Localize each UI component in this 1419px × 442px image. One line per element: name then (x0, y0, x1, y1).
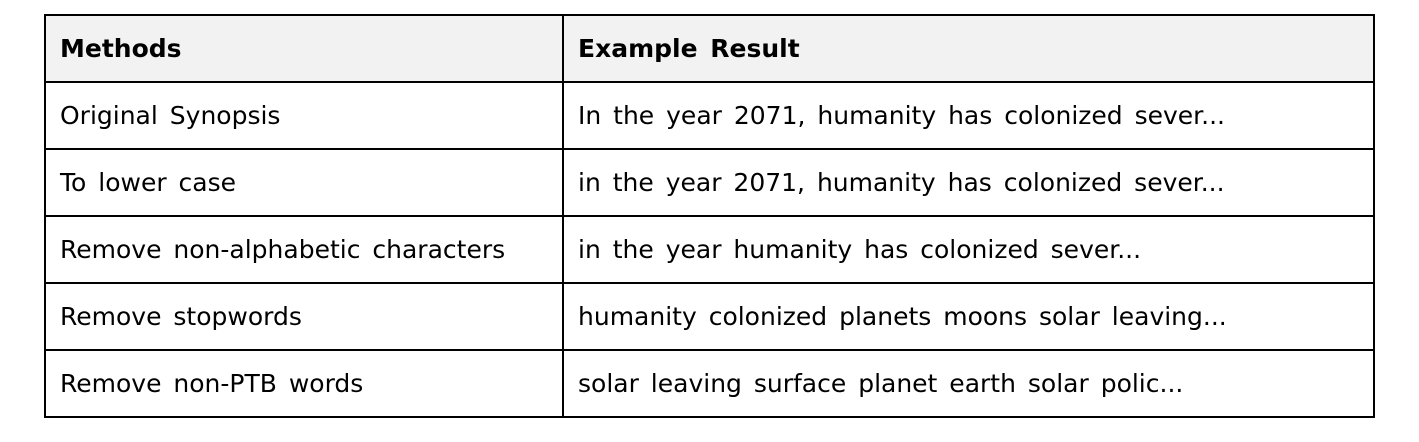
method-cell: Original Synopsis (44, 81, 564, 150)
table-row: Remove non-PTB words solar leaving surfa… (44, 349, 1375, 418)
result-cell: in the year 2071, humanity has colonized… (562, 148, 1375, 217)
methods-table: Methods Example Result Original Synopsis… (44, 14, 1375, 418)
result-cell: In the year 2071, humanity has colonized… (562, 81, 1375, 150)
header-methods: Methods (44, 14, 564, 83)
result-cell: humanity colonized planets moons solar l… (562, 282, 1375, 351)
table-row: Original Synopsis In the year 2071, huma… (44, 81, 1375, 150)
table-row: Remove non-alphabetic characters in the … (44, 215, 1375, 284)
table-header-row: Methods Example Result (44, 14, 1375, 83)
method-cell: Remove non-alphabetic characters (44, 215, 564, 284)
header-example-result: Example Result (562, 14, 1375, 83)
method-cell: Remove stopwords (44, 282, 564, 351)
result-cell: in the year humanity has colonized sever… (562, 215, 1375, 284)
method-cell: To lower case (44, 148, 564, 217)
table-row: Remove stopwords humanity colonized plan… (44, 282, 1375, 351)
table-row: To lower case in the year 2071, humanity… (44, 148, 1375, 217)
method-cell: Remove non-PTB words (44, 349, 564, 418)
methods-table-container: Methods Example Result Original Synopsis… (44, 14, 1375, 418)
result-cell: solar leaving surface planet earth solar… (562, 349, 1375, 418)
